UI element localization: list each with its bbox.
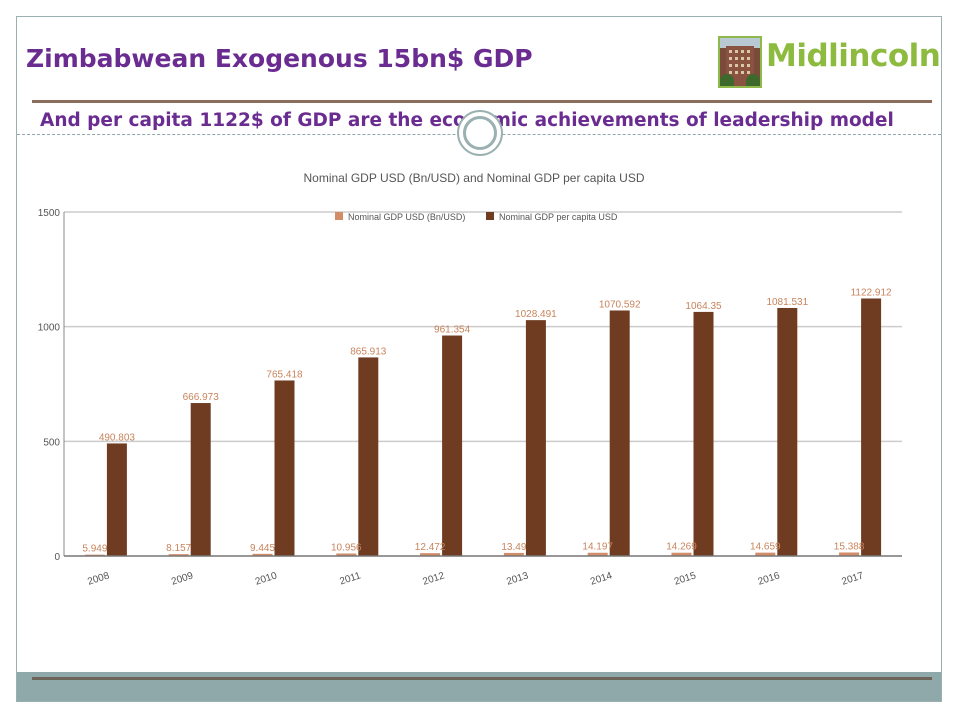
data-label: 13.49 — [501, 542, 526, 553]
bar-gdp — [168, 554, 189, 556]
x-tick-label: 2015 — [673, 570, 698, 587]
legend-swatch — [486, 212, 494, 220]
y-tick-label: 0 — [54, 552, 60, 563]
bar-gdp — [252, 553, 273, 556]
bar-gdp-per-capita — [190, 403, 211, 556]
bar-gdp — [420, 553, 441, 556]
y-tick-label: 1500 — [38, 208, 61, 219]
chart-title: Nominal GDP USD (Bn/USD) and Nominal GDP… — [303, 171, 644, 185]
building-logo-icon — [718, 36, 762, 88]
bar-gdp — [587, 552, 608, 556]
data-label: 765.418 — [266, 369, 303, 380]
data-label: 1081.531 — [766, 297, 808, 308]
bar-gdp — [755, 552, 776, 556]
x-tick-label: 2012 — [421, 570, 446, 587]
footer-band — [17, 672, 941, 701]
x-tick-label: 2013 — [505, 570, 530, 587]
bar-gdp-per-capita — [274, 380, 295, 556]
data-label: 15.388 — [834, 541, 865, 552]
x-tick-label: 2016 — [757, 570, 782, 587]
data-label: 961.354 — [434, 325, 471, 336]
footer-divider — [32, 677, 932, 680]
data-label: 1064.35 — [685, 301, 722, 312]
data-label: 8.157 — [166, 543, 191, 554]
bar-gdp — [671, 552, 692, 556]
x-tick-label: 2017 — [840, 570, 865, 587]
legend-label: Nominal GDP per capita USD — [499, 212, 618, 222]
data-label: 490.803 — [99, 432, 136, 443]
midlincoln-logo: Midlincoln — [718, 36, 941, 90]
bar-gdp-per-capita — [693, 311, 714, 556]
ring-ornament-icon — [457, 110, 503, 156]
header-divider — [32, 100, 932, 103]
data-label: 666.973 — [183, 392, 220, 403]
x-tick-label: 2009 — [170, 570, 195, 587]
bar-gdp-per-capita — [525, 320, 546, 556]
data-label: 1122.912 — [851, 287, 892, 298]
bar-gdp-per-capita — [777, 307, 798, 556]
x-tick-label: 2008 — [86, 570, 111, 587]
legend-swatch — [335, 212, 343, 220]
bar-gdp — [839, 552, 860, 556]
bar-gdp-per-capita — [609, 310, 630, 556]
y-tick-label: 500 — [43, 437, 60, 448]
bar-gdp-per-capita — [358, 357, 379, 556]
x-tick-label: 2011 — [338, 570, 362, 587]
bar-gdp — [336, 553, 357, 556]
slide-title: Zimbabwean Exogenous 15bn$ GDP — [26, 44, 533, 73]
data-label: 865.913 — [350, 346, 387, 357]
x-tick-label: 2010 — [254, 570, 279, 587]
data-label: 1070.592 — [599, 299, 641, 310]
data-label: 14.659 — [750, 542, 781, 553]
bar-gdp-per-capita — [861, 298, 882, 556]
logo-text: Midlincoln — [766, 38, 941, 74]
gdp-bar-chart: Nominal GDP USD (Bn/USD) and Nominal GDP… — [38, 171, 902, 588]
data-label: 1028.491 — [515, 309, 557, 320]
data-label: 5.949 — [82, 544, 107, 555]
bar-gdp-per-capita — [106, 443, 127, 556]
data-label: 10.956 — [331, 542, 362, 553]
data-label: 14.197 — [582, 542, 613, 553]
y-tick-label: 1000 — [38, 323, 61, 334]
bar-gdp — [503, 552, 524, 556]
x-tick-label: 2014 — [589, 570, 614, 587]
data-label: 9.445 — [250, 543, 275, 554]
data-label: 12.472 — [415, 542, 446, 553]
bar-gdp-per-capita — [442, 335, 463, 556]
data-label: 14.269 — [666, 542, 697, 553]
legend-label: Nominal GDP USD (Bn/USD) — [348, 212, 465, 222]
